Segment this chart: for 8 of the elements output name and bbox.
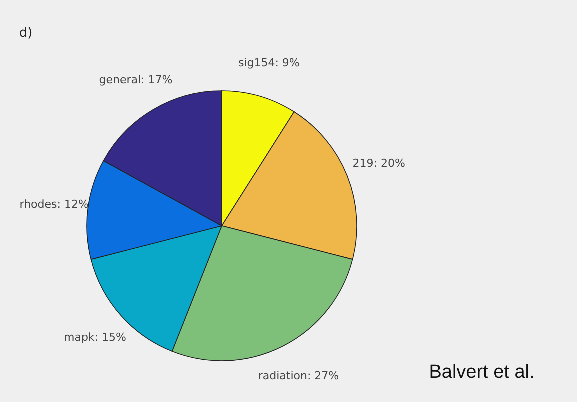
slice-label: rhodes: 12% [20,198,89,211]
slice-label: radiation: 27% [258,370,340,383]
slice-label: 219: 20% [352,156,406,170]
text: d) [19,26,33,41]
slice-label: mapk: 15% [64,330,126,344]
slice-label: sig154: 9% [238,56,300,70]
slice-label: general: 17% [99,74,173,87]
text: Balvert et al. [429,362,535,383]
